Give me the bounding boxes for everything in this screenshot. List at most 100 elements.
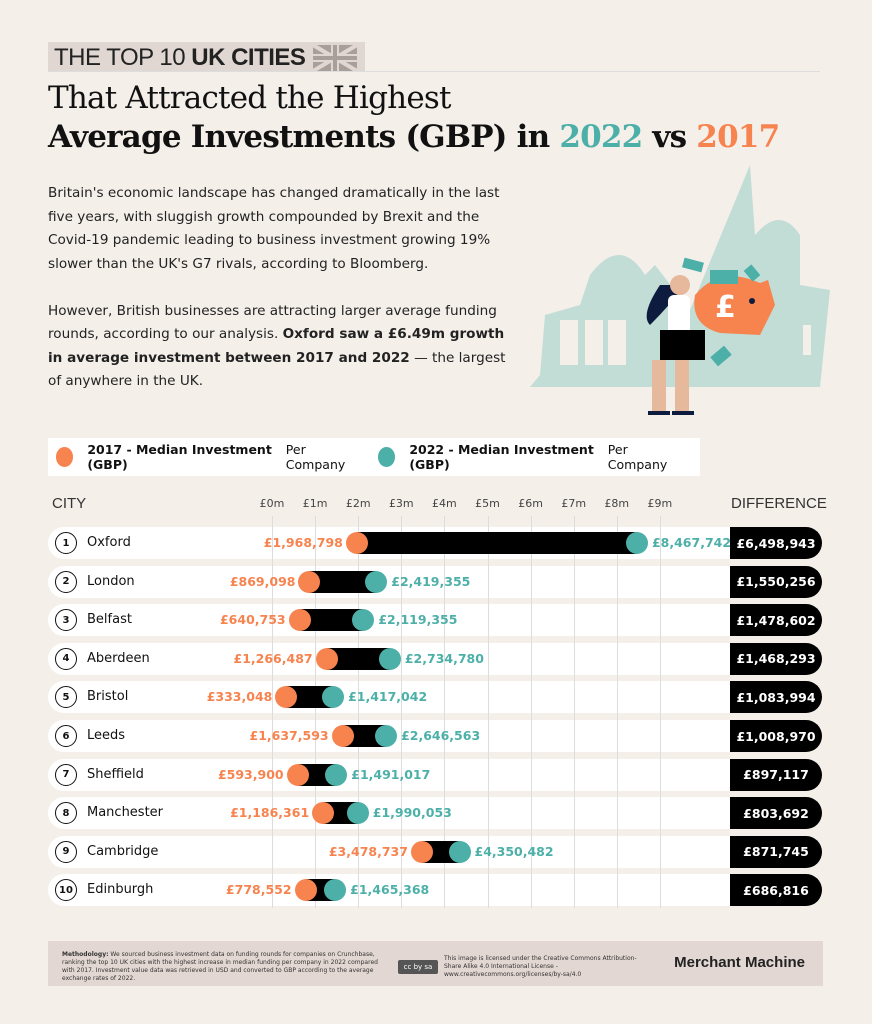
intro-paragraph-2: However, British businesses are attracti… [48, 300, 518, 394]
value-label-2017: £778,552 [225, 882, 292, 898]
x-tick-label: £2m [345, 497, 371, 510]
value-label-2017: £593,900 [217, 766, 284, 782]
column-header-difference: DIFFERENCE [731, 495, 827, 512]
footer: Methodology: We sourced business investm… [48, 941, 823, 986]
intro-text-b: — the largest of anywhere in the UK. [48, 349, 506, 390]
dot-2017 [275, 686, 298, 709]
dot-2022 [352, 609, 375, 632]
dot-2022 [365, 570, 388, 593]
dot-2017 [288, 609, 311, 632]
dot-2022 [378, 647, 401, 670]
value-label-2017: £1,186,361 [230, 805, 310, 821]
dot-2017 [410, 840, 433, 863]
value-label-2017: £1,266,487 [233, 650, 313, 666]
city-name: Bristol [87, 689, 129, 705]
city-name: Oxford [87, 535, 131, 550]
value-label-2017: £1,637,593 [249, 728, 329, 743]
dot-2017 [312, 802, 335, 825]
dot-2022 [346, 802, 369, 825]
city-name: Aberdeen [87, 650, 150, 666]
difference-value: £1,083,994 [730, 681, 822, 714]
table-row [48, 720, 748, 752]
x-tick-label: £3m [388, 497, 414, 510]
title-year-2022: 2022 [559, 119, 643, 155]
table-row [48, 681, 748, 714]
intro-text-a: However, British businesses are attracti… [48, 302, 497, 343]
dot-2017 [345, 532, 368, 554]
x-tick-label: £9m [647, 497, 673, 510]
kicker-bold: UK CITIES [191, 44, 306, 71]
rank-badge: 3 [55, 609, 77, 632]
difference-value: £686,816 [730, 874, 822, 907]
dot-2022 [325, 763, 348, 786]
city-name: Belfast [87, 612, 132, 628]
difference-value: £1,478,602 [730, 604, 822, 637]
value-label-2017: £640,753 [219, 612, 286, 628]
dot-2022 [322, 686, 345, 709]
gridline [530, 516, 532, 908]
license-text: This image is licensed under the Creativ… [444, 955, 637, 978]
x-tick-label: £4m [432, 497, 457, 510]
city-name: Cambridge [87, 843, 159, 859]
legend-2017-rest: Per Company [285, 442, 346, 472]
value-label-2017: £3,478,737 [328, 843, 408, 859]
legend-2022-rest: Per Company [607, 442, 668, 472]
city-name: London [87, 573, 135, 589]
difference-value: £1,008,970 [730, 720, 822, 752]
difference-bar [326, 647, 390, 670]
legend-2017-bold: 2017 - Median Investment (GBP) [87, 442, 272, 472]
difference-value: £6,498,943 [730, 527, 822, 559]
value-label-2022: £2,419,355 [391, 573, 471, 589]
value-label-2022: £2,119,355 [378, 612, 458, 628]
legend-dot-2022 [378, 447, 396, 467]
value-label-2017: £1,968,798 [263, 535, 343, 550]
kicker: THE TOP 10 UK CITIES [48, 42, 366, 72]
intro-text: Britain's economic landscape has changed… [48, 182, 518, 417]
gridline [616, 516, 618, 908]
legend: 2017 - Median Investment (GBP) Per Compa… [48, 438, 700, 476]
x-tick-label: £8m [604, 497, 630, 510]
rank-badge: 6 [55, 725, 77, 747]
city-name: Sheffield [87, 766, 144, 782]
legend-item-2017: 2017 - Median Investment (GBP) Per Compa… [56, 442, 358, 472]
value-label-2017: £333,048 [206, 689, 273, 705]
value-label-2022: £1,990,053 [372, 805, 452, 821]
illustration-piggy-bank: £ [530, 165, 830, 415]
x-tick-label: £5m [475, 497, 500, 510]
x-tick-label: £0m [259, 497, 285, 510]
rank-badge: 8 [55, 802, 77, 825]
gridline [444, 516, 446, 908]
methodology-label: Methodology: [62, 951, 109, 958]
dot-2017 [286, 763, 309, 786]
table-row [48, 604, 748, 637]
dot-2022 [375, 725, 398, 747]
gridline [272, 516, 273, 908]
cc-license-icon: cc by sa [398, 960, 438, 974]
title-vs: vs [642, 119, 697, 155]
x-tick-label: £7m [561, 497, 587, 510]
value-label-2022: £8,467,742 [651, 535, 732, 550]
intro-highlight: Oxford saw a £6.49m growth in average in… [48, 326, 505, 366]
difference-value: £1,550,256 [730, 565, 822, 598]
intro-paragraph-1: Britain's economic landscape has changed… [48, 185, 500, 272]
x-tick-label: £1m [302, 497, 328, 510]
dot-2017 [315, 647, 338, 670]
title-text: Average Investments (GBP) in [48, 119, 560, 155]
column-header-city: CITY [52, 495, 87, 512]
license: cc by sa This image is licensed under the… [398, 955, 644, 979]
table-row [48, 835, 748, 868]
kicker-text: THE TOP 10 [54, 44, 192, 71]
difference-bar [286, 686, 334, 709]
value-label-2022: £1,417,042 [348, 689, 428, 705]
value-label-2022: £2,646,563 [401, 728, 481, 743]
table-row [48, 758, 748, 791]
title-line-1: That Attracted the Highest [48, 80, 451, 116]
dot-2017 [298, 570, 321, 593]
table-row [48, 565, 748, 598]
gridline [659, 516, 661, 908]
difference-value: £897,117 [730, 758, 822, 791]
value-label-2022: £4,350,482 [474, 843, 554, 859]
title-year-2017: 2017 [696, 119, 780, 155]
difference-bar [299, 609, 364, 632]
title-line-2: Average Investments (GBP) in 2022 vs 201… [48, 119, 780, 155]
